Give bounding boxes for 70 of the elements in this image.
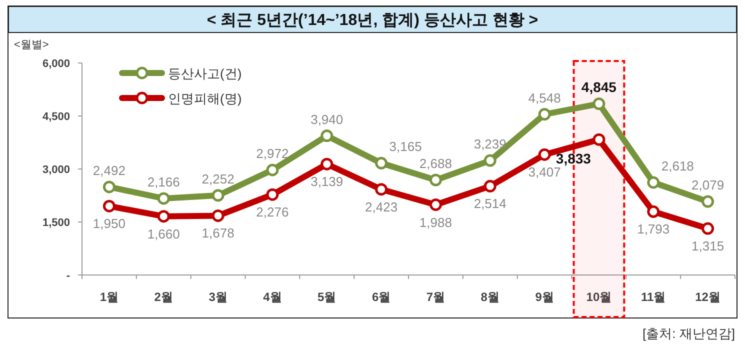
x-tick-label: 11월 (641, 290, 666, 304)
point (266, 188, 279, 201)
x-tick-label: 3월 (208, 290, 228, 304)
point (157, 210, 170, 223)
data-label: 1,315 (692, 238, 724, 254)
point (266, 164, 279, 176)
text: [출처: 재난연감] (642, 326, 735, 341)
data-label: 3,165 (389, 139, 422, 154)
data-label: 2,688 (419, 156, 452, 172)
point (157, 192, 170, 205)
data-label: 1,660 (147, 226, 180, 242)
data-label: 2,166 (147, 174, 180, 190)
data-label: 2,514 (474, 196, 506, 212)
x-tick-label: 9월 (535, 290, 554, 304)
point (538, 108, 551, 121)
point (484, 154, 496, 167)
y-axis-title: <월별> (14, 39, 49, 51)
data-label: 2,492 (92, 162, 126, 178)
data-label: 1,793 (637, 222, 670, 237)
point (429, 174, 442, 186)
data-label: 2,618 (661, 158, 694, 174)
point (320, 130, 334, 142)
data-label: 2,972 (256, 146, 289, 161)
point (702, 195, 714, 208)
x-tick-label: 1월 (100, 290, 119, 304)
data-label: 4,548 (528, 90, 561, 106)
data-label: 1,988 (419, 214, 452, 230)
x-tick-label: 6월 (372, 290, 391, 304)
data-label: 3,139 (310, 174, 344, 190)
data-label: 3,940 (310, 112, 344, 127)
point (538, 148, 551, 161)
y-tick-label: 4,500 (42, 111, 70, 123)
y-tick-label: 6,000 (42, 58, 70, 70)
point (592, 133, 606, 146)
point (484, 180, 496, 192)
x-tick-label: 5월 (318, 290, 336, 304)
data-label: 2,276 (256, 204, 289, 220)
point (702, 222, 714, 235)
point (647, 205, 660, 218)
y-tick-label: - (66, 270, 70, 282)
y-tick-label: 3,000 (42, 164, 70, 176)
data-label: 1,678 (202, 226, 234, 241)
legend-label: 인명피해(명) (168, 91, 242, 106)
data-label: 2,252 (202, 171, 234, 186)
x-tick-label: 8월 (480, 290, 500, 304)
data-label: 1,950 (92, 216, 126, 232)
x-tick-label: 10월 (586, 290, 612, 304)
x-tick-label: 7월 (426, 290, 446, 304)
point (102, 200, 116, 212)
point (102, 180, 116, 194)
data-label: 3,239 (474, 136, 506, 152)
point (429, 198, 442, 212)
chart-title: < 최근 5년간(’14~’18년, 합계) 등산사고 현황 > (206, 12, 538, 29)
x-tick-label: 12월 (695, 290, 720, 304)
data-label: 2,423 (365, 199, 398, 214)
point (375, 156, 388, 170)
data-label: 2,079 (692, 178, 724, 193)
point (647, 176, 660, 189)
data-label: 3,833 (556, 150, 592, 167)
data-label: 4,845 (581, 78, 617, 95)
x-tick-label: 2월 (154, 290, 173, 304)
y-tick-label: 1,500 (42, 217, 70, 229)
point (375, 183, 388, 196)
point (212, 189, 224, 202)
point (320, 158, 334, 170)
x-tick-label: 4월 (263, 290, 282, 304)
legend-label: 등산사고(건) (168, 66, 242, 81)
data-label: 3,407 (528, 164, 561, 180)
point (592, 98, 606, 110)
point (212, 209, 224, 222)
